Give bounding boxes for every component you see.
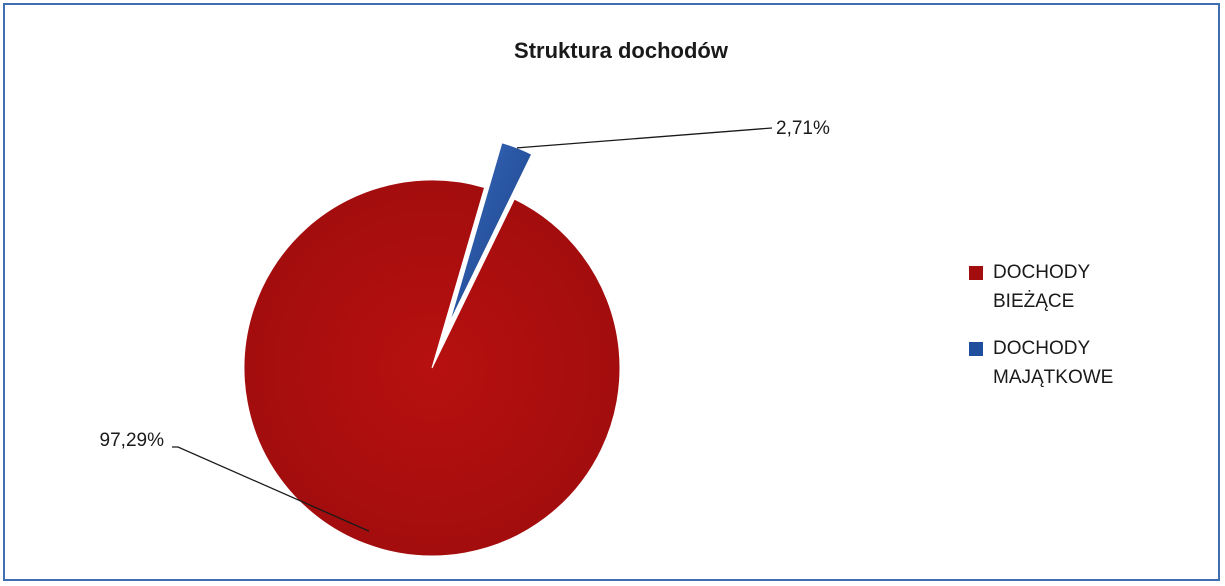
chart-title: Struktura dochodów <box>514 38 728 63</box>
legend-label-2: DOCHODY MAJĄTKOWE <box>993 338 1114 388</box>
legend-swatch-2 <box>969 342 983 356</box>
legend-label-1: DOCHODY BIEŻĄCE <box>993 262 1090 312</box>
data-label-1: 97,29% <box>100 430 165 451</box>
data-label-2: 2,71% <box>776 118 830 139</box>
leader-line-2 <box>516 127 773 149</box>
data-labels: 97,29% 2,71% <box>100 118 830 451</box>
legend-entry-1: DOCHODY BIEŻĄCE <box>969 258 1143 316</box>
legend: DOCHODY BIEŻĄCE DOCHODY MAJĄTKOWE <box>969 258 1199 410</box>
legend-swatch-1 <box>969 266 983 280</box>
chart-frame <box>3 3 1220 581</box>
pie-slices <box>243 142 621 557</box>
legend-entry-2: DOCHODY MAJĄTKOWE <box>969 334 1143 392</box>
leader-lines <box>172 127 773 532</box>
pie-slice-1 <box>243 179 621 557</box>
leader-line-1 <box>172 446 370 532</box>
